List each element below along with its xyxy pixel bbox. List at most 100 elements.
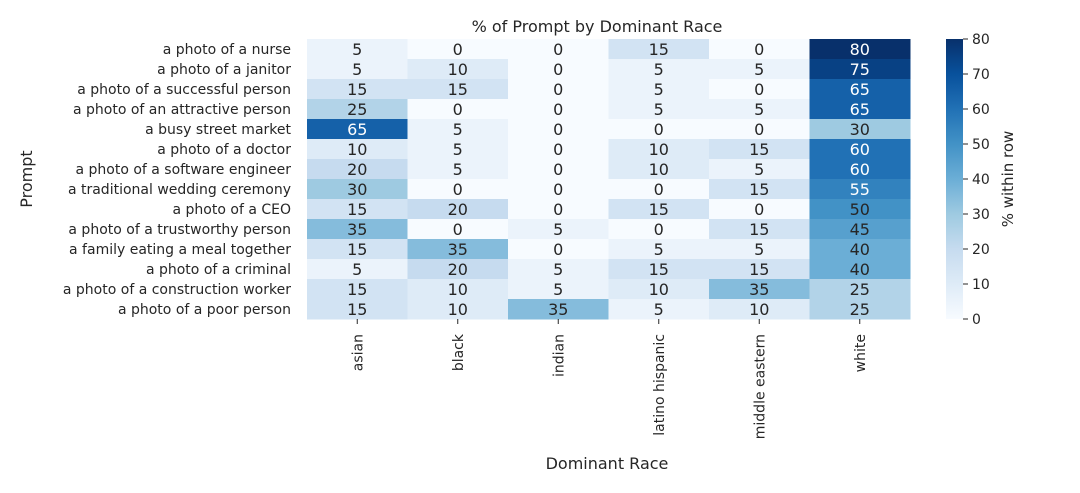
cell-value-label: 0 [553,140,563,159]
heatmap-cell [608,199,710,220]
row-labels: a photo of a nurse a photo of a janitor a … [63,42,292,318]
heatmap-cell [508,39,609,60]
cell-value-label: 0 [754,120,764,139]
heatmap-cell [307,299,408,320]
cell-value-label: 35 [749,280,769,299]
cell-value-label: 5 [654,240,664,259]
heatmap-cell [307,99,408,120]
heatmap-cell [809,299,911,320]
heatmap-cell [809,159,911,180]
row-tick-label: a traditional wedding ceremony [68,182,291,198]
cell-value-label: 15 [649,260,669,279]
cell-value-label: 65 [850,100,870,119]
column-labels: asian black indian latino hispanic middle ea… [350,319,869,439]
heatmap-cell [608,59,710,80]
cell-value-label: 15 [347,280,367,299]
cell-value-label: 5 [352,40,362,59]
cell-value-label: 10 [649,160,669,179]
colorbar-tick-label: 60 [972,102,990,118]
heatmap-cell [307,179,408,200]
heatmap-cell [608,39,710,60]
heatmap-cell [709,179,810,200]
cell-value-label: 5 [754,60,764,79]
row-tick-label: a busy street market [145,122,291,138]
cell-value-label: 15 [649,40,669,59]
cell-value-label: 0 [654,120,664,139]
heatmap-cell [709,259,810,280]
heatmap-cell [709,299,810,320]
cell-value-label: 5 [453,140,463,159]
heatmap-cell [407,239,509,260]
cell-value-label: 0 [754,40,764,59]
cell-value-label: 5 [654,100,664,119]
row-tick-label: a photo of a trustworthy person [68,222,291,238]
heatmap-cell [407,219,509,240]
heatmap-cell [307,79,408,100]
heatmap-cell [307,239,408,260]
heatmap-cell [809,259,911,280]
heatmap-cell [608,99,710,120]
column-tick-label: middle eastern [752,334,768,439]
heatmap-cell [809,99,911,120]
colorbar: 0 10 20 30 40 50 60 70 80 % within row [946,32,1017,328]
heatmap-cell [508,119,609,140]
heatmap-cell [809,179,911,200]
heatmap-cell [508,199,609,220]
cell-value-label: 35 [448,240,468,259]
heatmap-cell [508,79,609,100]
cell-value-label: 30 [347,180,367,199]
heatmap-cell [809,79,911,100]
colorbar-gradient [946,39,963,319]
heatmap-cell [809,239,911,260]
cell-value-label: 65 [850,80,870,99]
cell-value-label: 50 [850,200,870,219]
heatmap-cell [307,39,408,60]
heatmap-cell [608,79,710,100]
cell-value-label: 20 [448,260,468,279]
heatmap-cell [608,299,710,320]
cell-value-label: 15 [749,260,769,279]
cell-value-label: 80 [850,40,870,59]
heatmap-cell [307,119,408,140]
cell-value-label: 25 [347,100,367,119]
cell-value-label: 25 [850,280,870,299]
cell-value-label: 5 [553,280,563,299]
heatmap-cell [809,279,911,300]
heatmap-cell [709,239,810,260]
heatmap-cell [307,139,408,160]
cell-value-label: 20 [448,200,468,219]
heatmap-cell [508,259,609,280]
cell-value-label: 0 [453,40,463,59]
heatmap-cell [709,219,810,240]
heatmap-cell [508,299,609,320]
heatmap-cell [508,179,609,200]
cell-value-label: 15 [347,200,367,219]
cell-value-label: 30 [850,120,870,139]
heatmap-cell [407,39,509,60]
cell-value-label: 15 [749,140,769,159]
cell-value-label: 35 [347,220,367,239]
row-tick-label: a photo of a janitor [157,62,291,78]
heatmap-cell [307,259,408,280]
cell-value-label: 5 [553,260,563,279]
cell-value-label: 0 [754,200,764,219]
heatmap-cell [709,99,810,120]
column-tick-label: latino hispanic [652,334,668,436]
row-tick-label: a family eating a meal together [69,242,291,258]
row-tick-label: a photo of a software engineer [75,162,291,178]
cell-value-label: 0 [553,120,563,139]
heatmap-cell [508,239,609,260]
row-tick-label: a photo of a construction worker [63,282,291,298]
cell-value-label: 10 [649,280,669,299]
heatmap-cell [407,199,509,220]
cell-value-label: 0 [654,180,664,199]
y-axis-label: Prompt [17,150,36,207]
heatmap-cell [608,139,710,160]
heatmap-cell [608,179,710,200]
heatmap-cell [407,119,509,140]
row-tick-label: a photo of an attractive person [73,102,291,118]
heatmap-cell [307,279,408,300]
heatmap-cell [508,159,609,180]
